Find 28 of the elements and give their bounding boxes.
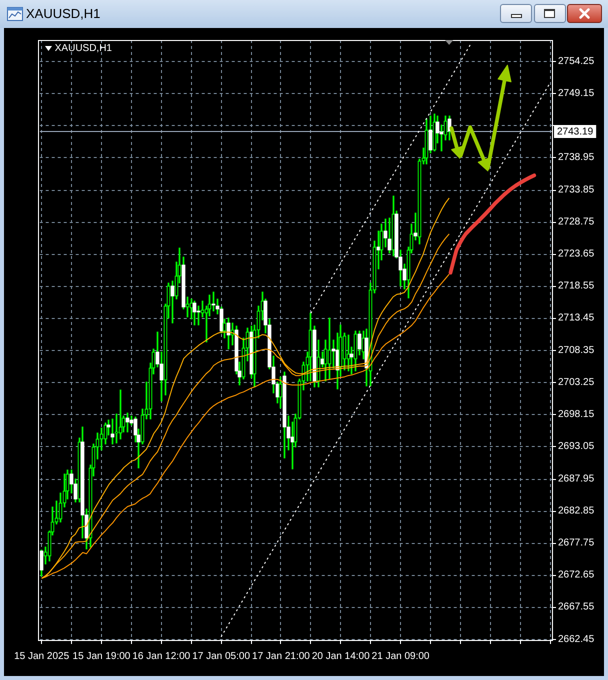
y-tick-label: 2754.25 <box>558 56 595 67</box>
x-tick-label: 17 Jan 21:00 <box>252 650 310 662</box>
y-tick-label: 2703.25 <box>558 376 595 388</box>
y-tick-label: 2662.45 <box>558 634 595 645</box>
x-tick-label: 21 Jan 09:00 <box>372 650 430 662</box>
y-tick-label: 2667.55 <box>558 602 595 613</box>
y-tick-label: 2672.65 <box>558 570 595 581</box>
y-tick-label: 2698.15 <box>558 409 595 420</box>
y-tick-label: 2713.45 <box>558 312 595 324</box>
chart-title: XAUUSD,H1 <box>26 6 100 22</box>
y-tick-label: 2728.75 <box>558 216 595 228</box>
y-tick-label: 2738.95 <box>558 152 595 164</box>
x-tick-label: 15 Jan 2025 <box>14 650 70 662</box>
x-tick-label: 15 Jan 19:00 <box>72 650 131 662</box>
y-tick-label: 2749.15 <box>558 88 595 99</box>
x-tick-label: 20 Jan 14:00 <box>312 650 370 662</box>
y-tick-label: 2718.55 <box>558 280 595 292</box>
y-tick-label: 2708.35 <box>558 344 595 356</box>
x-tick-label: 17 Jan 05:00 <box>192 650 250 662</box>
x-tick-label: 16 Jan 12:00 <box>132 650 191 662</box>
ref-line-label: 2743.19 <box>557 126 594 138</box>
y-tick-label: 2687.95 <box>558 473 595 484</box>
chart-subtitle: XAUUSD,H1 <box>54 42 112 54</box>
y-tick-label: 2677.75 <box>558 537 595 548</box>
y-tick-label: 2733.85 <box>558 184 595 196</box>
y-tick-label: 2693.05 <box>558 441 595 452</box>
y-tick-label: 2723.65 <box>558 248 595 260</box>
y-tick-label: 2682.85 <box>558 505 595 516</box>
